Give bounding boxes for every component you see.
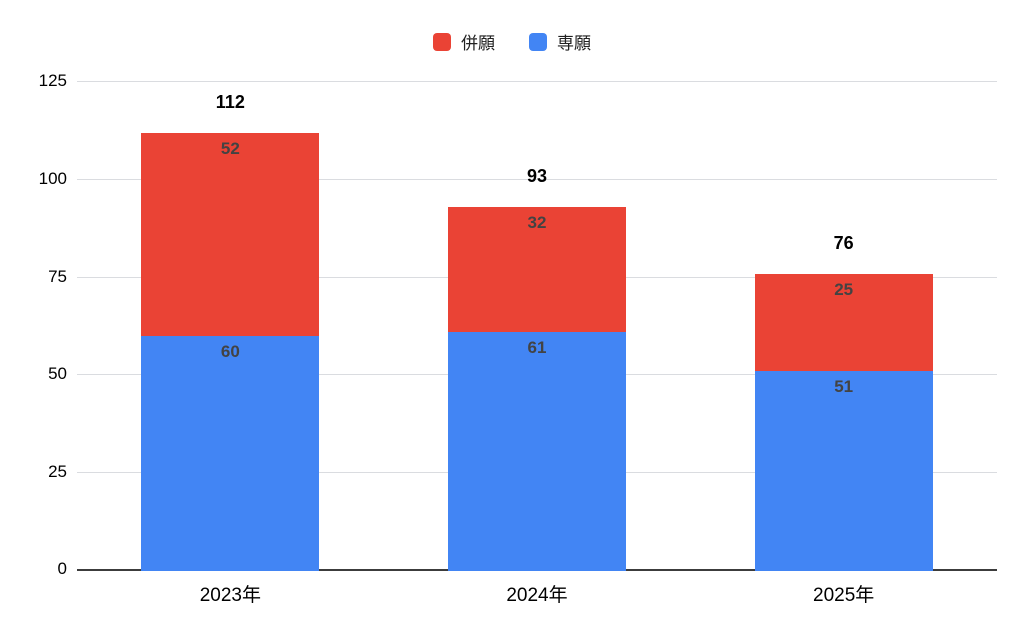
segment-value-label: 32 xyxy=(527,213,547,233)
bar-segment: 25 xyxy=(754,273,933,372)
bar-segment: 52 xyxy=(141,132,320,337)
legend-item-1: 専願 xyxy=(529,29,591,54)
x-axis-labels: 2023年 2024年 2025年 xyxy=(77,580,997,607)
legend-swatch-icon xyxy=(433,32,451,51)
bars-container: 112 52 60 93 32 61 76 25 51 xyxy=(77,82,997,571)
plot-area: 125 100 75 50 25 0 112 52 60 93 32 61 76 25 51 xyxy=(39,71,997,578)
stacked-bar: 52 60 xyxy=(141,132,320,571)
legend-label: 併願 xyxy=(461,34,495,53)
legend-item-0: 併願 xyxy=(433,29,495,54)
bar-segment: 51 xyxy=(754,371,933,571)
segment-value-label: 60 xyxy=(220,342,240,362)
stacked-bar: 32 61 xyxy=(448,207,626,571)
y-tick-label: 0 xyxy=(57,559,67,578)
bar-column: 76 25 51 xyxy=(690,82,997,571)
bar-segment: 60 xyxy=(141,336,320,571)
legend: 併願 専願 xyxy=(0,29,1024,54)
y-tick-label: 25 xyxy=(48,462,67,482)
y-tick-label: 125 xyxy=(38,71,67,90)
bar-segment: 61 xyxy=(448,332,626,571)
bar-segment: 32 xyxy=(448,207,626,333)
y-tick-label: 50 xyxy=(48,364,67,384)
y-tick-label: 100 xyxy=(38,168,67,188)
segment-value-label: 25 xyxy=(834,279,854,299)
x-category-label: 2023年 xyxy=(199,585,261,606)
bar-total-label: 93 xyxy=(526,166,548,187)
legend-label: 専願 xyxy=(557,34,591,53)
x-category-label: 2024年 xyxy=(506,585,568,606)
x-category-label: 2025年 xyxy=(813,585,875,606)
bar-column: 112 52 60 xyxy=(77,82,384,571)
gridline: 125 xyxy=(39,71,997,90)
segment-value-label: 61 xyxy=(527,338,547,358)
stacked-bar: 25 51 xyxy=(754,273,933,571)
y-tick-label: 75 xyxy=(48,266,67,286)
gridline: 100 xyxy=(39,169,997,188)
segment-value-label: 52 xyxy=(220,138,240,158)
bar-total-label: 76 xyxy=(833,232,854,253)
segment-value-label: 51 xyxy=(834,377,854,397)
bar-total-label: 112 xyxy=(215,91,245,112)
legend-swatch-icon xyxy=(529,32,547,51)
bar-column: 93 32 61 xyxy=(384,82,691,571)
